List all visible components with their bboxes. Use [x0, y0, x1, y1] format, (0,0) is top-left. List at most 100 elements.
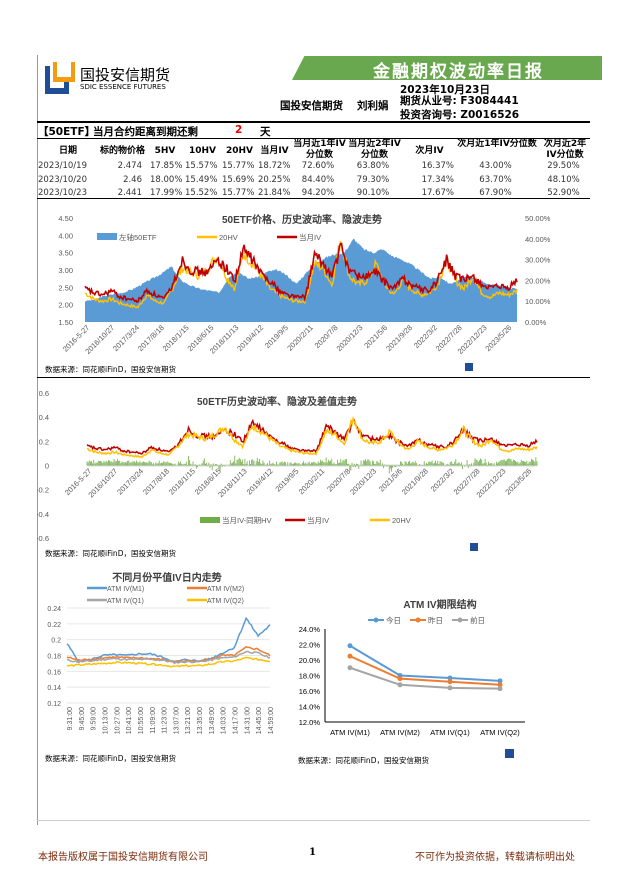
- legend-label: ATM IV(Q1): [107, 598, 144, 605]
- y-tick: 22.0%: [299, 641, 321, 650]
- x-category: ATM IV(Q2): [480, 728, 520, 737]
- table-cell: 2023/10/23: [38, 188, 87, 198]
- legend-swatch: [97, 233, 117, 240]
- legend-label: 20HV: [219, 233, 238, 242]
- y-right-tick: 10.00%: [525, 297, 551, 306]
- x-category: ATM IV(M2): [380, 728, 420, 737]
- y-tick: 0: [45, 462, 49, 471]
- data-source: 数据来源：同花顺iFinD，国投安信期货: [45, 754, 176, 763]
- y-tick: 0.2: [39, 437, 49, 446]
- legend-label: 当月IV: [307, 515, 329, 525]
- legend-marker: [457, 617, 463, 623]
- table-header: 次月IV: [415, 146, 444, 156]
- table-header: 当月IV: [260, 146, 289, 156]
- x-tick: 13:21:00: [185, 707, 192, 734]
- series-line: [66, 650, 271, 665]
- series-line: [349, 655, 501, 686]
- table-cell: 79.30%: [356, 174, 390, 185]
- table-header: 5HV: [154, 146, 176, 156]
- analyst-name: 刘利娟: [357, 100, 389, 112]
- legend-marker: [373, 617, 379, 623]
- table-header: 次月近2年IV分位数: [543, 139, 587, 160]
- y-right-tick: 50.00%: [525, 214, 551, 223]
- legend-label: 昨日: [428, 615, 443, 625]
- x-category: ATM IV(Q1): [430, 728, 470, 737]
- series-line: [66, 645, 271, 663]
- chart-iv-term-structure-svg: ATM IV期限结构 12.0% 14.0% 16.0% 18.0% 20.0% 22.0%…: [299, 598, 525, 758]
- table-cell: 2023/10/19: [38, 161, 87, 171]
- chart-iv-hv-diff: 50ETF历史波动率、隐波及差值走势 -0.6 -0.4 -0.2 0 0.2 0.4 0.6…: [36, 383, 590, 561]
- y-left-tick: 3.00: [58, 266, 73, 275]
- y-tick: 18.0%: [299, 672, 321, 681]
- y-tick: 0.14: [47, 685, 61, 692]
- y-left-tick: 4.50: [58, 214, 73, 223]
- table-header: 当月近2年IV分位数: [348, 139, 401, 160]
- table-cell: 48.10%: [547, 174, 580, 185]
- x-tick: 13:07:00: [173, 707, 180, 734]
- chart-title: 不同月份平值IV日内走势: [112, 571, 221, 584]
- legend-label: ATM IV(M1): [107, 586, 144, 593]
- table-cell: 72.60%: [301, 161, 335, 171]
- series-20hv-line: [86, 415, 538, 458]
- x-tick: 13:35:00: [197, 707, 204, 734]
- data-source: 数据来源：同花顺iFinD，国投安信期货: [45, 365, 176, 374]
- company-logo-icon: [505, 749, 514, 758]
- data-point: [347, 653, 353, 659]
- y-right-tick: 30.00%: [525, 256, 551, 265]
- table-cell: 84.40%: [301, 174, 335, 185]
- x-tick: 2020/12/3: [335, 323, 365, 353]
- x-tick: 2019/4/12: [235, 323, 265, 353]
- series-line: [349, 644, 501, 682]
- table-cell: 2.46: [123, 174, 142, 185]
- footer-copyright: 本报告版权属于国投安信期货有限公司: [38, 852, 208, 863]
- y-tick: 0.6: [39, 389, 49, 398]
- x-tick: 2018/1/15: [167, 467, 197, 497]
- company-name-en: SDIC ESSENCE FUTURES: [80, 83, 166, 91]
- x-tick: 14:17:00: [233, 707, 240, 734]
- x-tick: 14:45:00: [256, 707, 263, 734]
- x-tick: 2017/3/24: [115, 467, 145, 497]
- y-left-tick: 2.50: [58, 283, 73, 292]
- y-tick: 24.0%: [299, 625, 321, 634]
- expiry-tag: 【50ETF】: [38, 126, 96, 138]
- table-cell: 15.57%: [185, 161, 218, 171]
- x-tick: 2019/4/12: [245, 467, 275, 497]
- series-iv-line: [86, 418, 538, 455]
- y-left-tick: 4.00: [58, 231, 73, 240]
- table-header: 当月近1年IV分位数: [293, 139, 346, 160]
- data-point: [447, 679, 453, 685]
- expiry-label: 当月合约距离到期还剩: [93, 126, 198, 138]
- table-cell: 17.67%: [421, 188, 454, 198]
- table-cell: 2023/10/20: [38, 174, 87, 185]
- chart-title: ATM IV期限结构: [403, 598, 476, 611]
- table-cell: 15.52%: [185, 188, 218, 198]
- x-tick: 2021/9/28: [400, 467, 430, 497]
- table-cell: 15.77%: [222, 188, 255, 198]
- x-tick: 11:23:00: [162, 707, 169, 734]
- divider: [37, 820, 590, 821]
- legend-label: 今日: [386, 615, 401, 625]
- legend-label: 当月IV-同期HV: [222, 515, 272, 525]
- legend-label: 前日: [470, 615, 485, 625]
- y-right-tick: 40.00%: [525, 235, 551, 244]
- table-cell: 17.99%: [150, 188, 183, 198]
- company-logo-icon: [465, 363, 473, 371]
- chart-title: 50ETF历史波动率、隐波及差值走势: [197, 395, 357, 408]
- x-tick: 14:31:00: [244, 707, 251, 734]
- table-header: 次月近1年IV分位数: [457, 139, 537, 149]
- y-tick: 12.0%: [299, 718, 321, 727]
- y-tick: -0.4: [37, 510, 49, 519]
- advisory-license: 投资咨询号: Z0016526: [400, 109, 520, 121]
- x-tick: 2023/5/26: [483, 323, 513, 353]
- left-border: [37, 55, 38, 825]
- chart-price-vol: 50ETF价格、历史波动率、隐波走势 1.50 2.00 2.50 3.00 3.50 4.…: [37, 205, 590, 378]
- x-category: ATM IV(M1): [330, 728, 370, 737]
- chart-intraday-iv-svg: 不同月份平值IV日内走势 0.12 0.14 0.16 0.18 0.2 0.22 0.24 A…: [47, 571, 275, 734]
- table-cell: 2.474: [117, 161, 142, 171]
- table-cell: 52.90%: [547, 188, 580, 198]
- table-cell: 18.72%: [258, 161, 291, 171]
- table-cell: 15.49%: [185, 174, 218, 185]
- table-cell: 90.10%: [356, 188, 390, 198]
- table-header: 标的物价格: [100, 146, 146, 156]
- x-tick: 2020/12/3: [348, 467, 378, 497]
